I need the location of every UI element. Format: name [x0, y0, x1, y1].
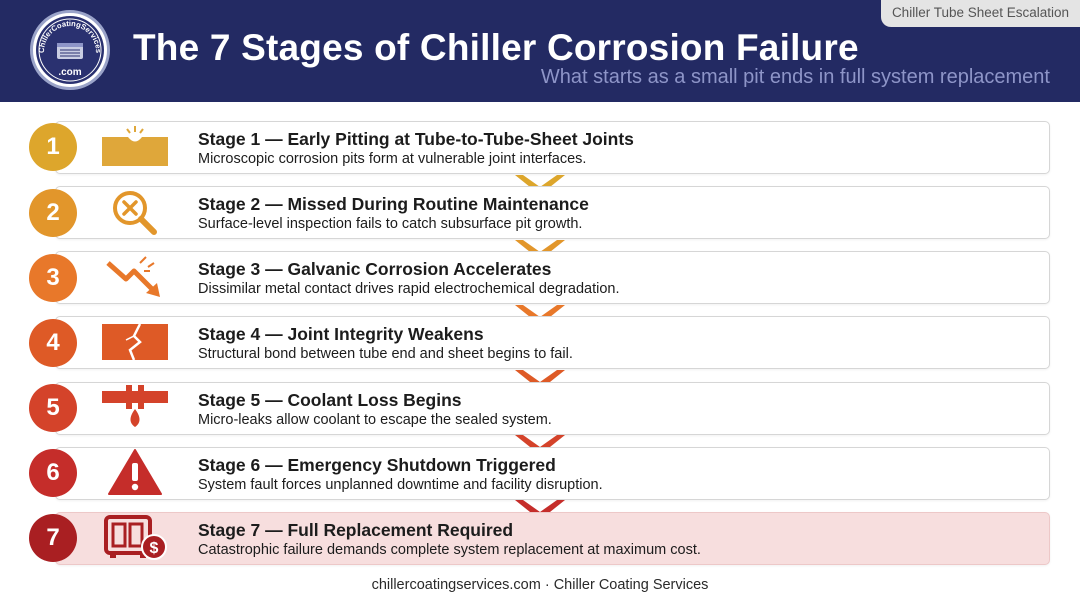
- stage-description: Catastrophic failure demands complete sy…: [198, 542, 701, 558]
- stage-number-badge: 5: [29, 384, 77, 432]
- page-subtitle: What starts as a small pit ends in full …: [540, 66, 1050, 88]
- category-tag: Chiller Tube Sheet Escalation: [881, 0, 1080, 27]
- stage-title: Stage 4 — Joint Integrity Weakens: [198, 324, 484, 344]
- stage-title: Stage 2 — Missed During Routine Maintena…: [198, 194, 589, 214]
- chevron-down-icon: [515, 435, 565, 455]
- pitted-plate-icon: [102, 126, 168, 166]
- stage-number-badge: 6: [29, 449, 77, 497]
- stage-row-2: Stage 2 — Missed During Routine Maintena…: [55, 186, 1050, 239]
- stage-number-badge: 4: [29, 319, 77, 367]
- leaking-pipe-icon: [102, 385, 168, 427]
- stage-row-5: Stage 5 — Coolant Loss Begins Micro-leak…: [55, 382, 1050, 435]
- stage-row-6: Stage 6 — Emergency Shutdown Triggered S…: [55, 447, 1050, 500]
- chevron-down-icon: [515, 500, 565, 520]
- logo-seal-icon: ChillerCoatingServices .com: [36, 16, 104, 84]
- chevron-down-icon: [515, 305, 565, 325]
- stage-title: Stage 7 — Full Replacement Required: [198, 520, 514, 540]
- company-logo: ChillerCoatingServices .com: [30, 10, 110, 90]
- stage-number-badge: 1: [29, 123, 77, 171]
- stage-title: Stage 1 — Early Pitting at Tube-to-Tube-…: [198, 129, 634, 149]
- footer-credit: chillercoatingservices.com · Chiller Coa…: [371, 577, 709, 593]
- stage-description: System fault forces unplanned downtime a…: [198, 477, 603, 493]
- stage-number-badge: 3: [29, 254, 77, 302]
- chevron-down-icon: [515, 175, 565, 195]
- stage-description: Dissimilar metal contact drives rapid el…: [198, 281, 620, 297]
- chevron-down-icon: [515, 370, 565, 390]
- magnifier-x-icon: [113, 191, 157, 235]
- svg-text:.com: .com: [58, 67, 81, 78]
- stage-title: Stage 6 — Emergency Shutdown Triggered: [198, 455, 556, 475]
- stage-description: Microscopic corrosion pits form at vulne…: [198, 151, 587, 167]
- chiller-cost-icon: $: [104, 515, 167, 560]
- warning-icon: [108, 449, 162, 495]
- page-title: The 7 Stages of Chiller Corrosion Failur…: [133, 27, 859, 68]
- stage-description: Micro-leaks allow coolant to escape the …: [198, 412, 552, 428]
- stage-description: Structural bond between tube end and she…: [198, 346, 573, 362]
- svg-text:$: $: [150, 540, 159, 557]
- zigzag-arrow-icon: [106, 256, 160, 297]
- stage-row-1: Stage 1 — Early Pitting at Tube-to-Tube-…: [55, 121, 1050, 174]
- stage-row-3: Stage 3 — Galvanic Corrosion Accelerates…: [55, 251, 1050, 304]
- stage-row-4: Stage 4 — Joint Integrity Weakens Struct…: [55, 316, 1050, 369]
- stage-description: Surface-level inspection fails to catch …: [198, 216, 583, 232]
- chevron-down-icon: [515, 240, 565, 260]
- cracked-plate-icon: [102, 323, 168, 361]
- stage-number-badge: 2: [29, 189, 77, 237]
- stage-title: Stage 5 — Coolant Loss Begins: [198, 390, 462, 410]
- stage-row-7: Stage 7 — Full Replacement Required Cata…: [55, 512, 1050, 565]
- stage-number-badge: 7: [29, 514, 77, 562]
- stage-title: Stage 3 — Galvanic Corrosion Accelerates: [198, 259, 552, 279]
